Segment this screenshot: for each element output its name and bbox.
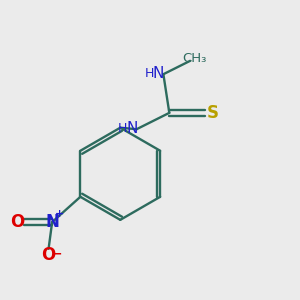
Text: −: − — [52, 247, 62, 260]
Text: O: O — [10, 213, 25, 231]
Text: O: O — [41, 246, 56, 264]
Text: +: + — [55, 209, 64, 219]
Text: N: N — [45, 213, 59, 231]
Text: S: S — [206, 104, 218, 122]
Text: N: N — [153, 65, 164, 80]
Text: H: H — [118, 122, 127, 134]
Text: CH₃: CH₃ — [183, 52, 207, 65]
Text: H: H — [144, 67, 154, 80]
Text: N: N — [126, 121, 138, 136]
